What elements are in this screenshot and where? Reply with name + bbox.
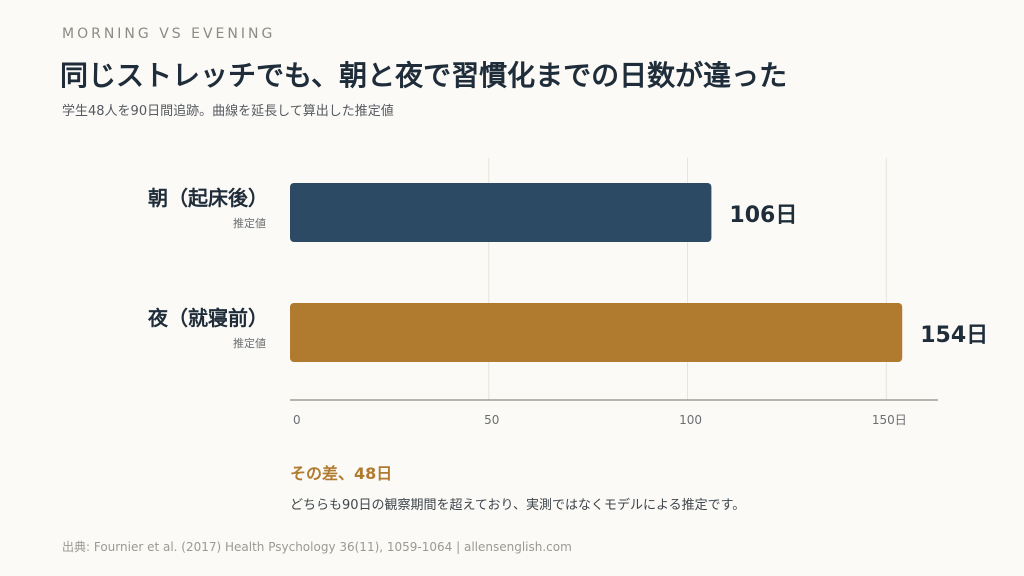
eyebrow-label: MORNING VS EVENING [62,26,276,42]
x-axis-ticks: 0 50 100 150日 [293,413,907,427]
category-label-evening: 夜（就寝前） [148,306,268,330]
difference-note: どちらも90日の観察期間を超えており、実測ではなくモデルによる推定です。 [290,498,746,513]
chart-subtitle: 学生48人を90日間追跡。曲線を延長して算出した推定値 [62,104,394,119]
bar-morning [290,183,712,242]
data-label-morning: 106日 [729,202,798,228]
x-tick-label-0: 0 [293,413,301,427]
x-tick-label-100: 100 [679,413,702,427]
source-citation: 出典: Fournier et al. (2017) Health Psycho… [62,540,572,554]
category-note-morning: 推定値 [233,217,266,230]
x-tick-label-50: 50 [484,413,499,427]
chart-title: 同じストレッチでも、朝と夜で習慣化までの日数が違った [60,59,788,92]
category-note-evening: 推定値 [233,337,266,350]
bar-evening [290,303,903,362]
bars [290,183,903,362]
x-tick-label-150: 150日 [872,413,907,427]
category-label-morning: 朝（起床後） [148,186,268,210]
difference-callout: その差、48日 [290,464,393,483]
data-label-evening: 154日 [920,322,989,348]
